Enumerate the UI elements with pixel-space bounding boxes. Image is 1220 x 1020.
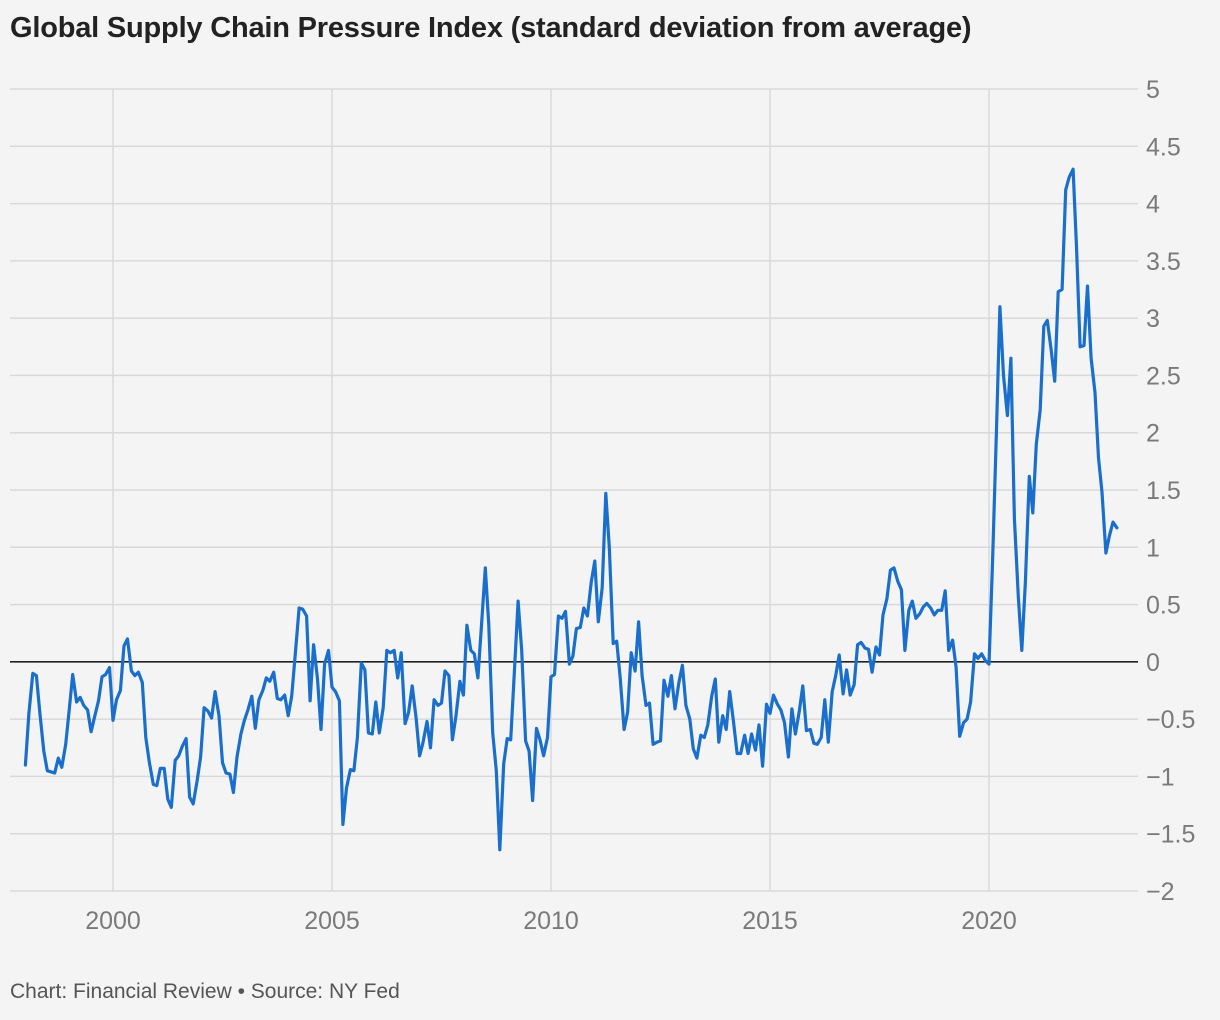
y-tick-label: 2.5 bbox=[1146, 362, 1181, 390]
grid-layer bbox=[10, 88, 1138, 892]
y-tick-label: −1.5 bbox=[1146, 821, 1195, 849]
y-tick-label: 1.5 bbox=[1146, 477, 1181, 505]
y-tick-label: 3.5 bbox=[1146, 248, 1181, 276]
x-tick-label: 2000 bbox=[85, 907, 141, 935]
y-tick-label: 0.5 bbox=[1146, 592, 1181, 620]
y-tick-label: 4.5 bbox=[1146, 133, 1181, 161]
y-tick-label: −0.5 bbox=[1146, 706, 1195, 734]
series-line bbox=[23, 167, 1119, 852]
y-tick-label: 2 bbox=[1146, 420, 1160, 448]
y-tick-label: 1 bbox=[1146, 534, 1160, 562]
chart-title: Global Supply Chain Pressure Index (stan… bbox=[10, 12, 972, 44]
x-tick-label: 2020 bbox=[961, 907, 1017, 935]
y-tick-label: −1 bbox=[1146, 763, 1175, 791]
series-layer bbox=[23, 167, 1119, 852]
x-tick-label: 2005 bbox=[304, 907, 360, 935]
y-tick-label: 3 bbox=[1146, 305, 1160, 333]
y-tick-label: 4 bbox=[1146, 191, 1160, 219]
y-tick-label: 5 bbox=[1146, 76, 1160, 104]
x-tick-labels: 2000 2005 2010 2015 2020 bbox=[85, 907, 1017, 935]
y-tick-label: 0 bbox=[1146, 649, 1160, 677]
x-tick-label: 2015 bbox=[742, 907, 798, 935]
y-tick-labels: 5 4.5 4 3.5 3 2.5 2 1.5 1 0.5 0 −0.5 −1 −1.5 −2 bbox=[1146, 76, 1195, 906]
y-tick-label: −2 bbox=[1146, 878, 1175, 906]
chart-source-footer: Chart: Financial Review • Source: NY Fed bbox=[10, 980, 400, 1003]
x-tick-label: 2010 bbox=[523, 907, 579, 935]
